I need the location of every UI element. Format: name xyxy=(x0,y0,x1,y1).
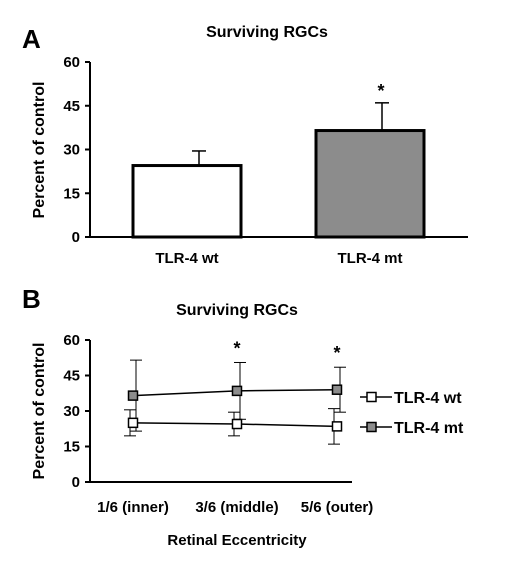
panel-b-significance-marker: * xyxy=(333,343,340,363)
panel-a-title: Surviving RGCs xyxy=(206,24,328,41)
panel-b-series-marker xyxy=(231,385,243,397)
panel-b-x-tick-label: 1/6 (inner) xyxy=(97,499,169,516)
panel-b-series-marker xyxy=(127,417,139,429)
panel-a-y-tick-label: 15 xyxy=(63,185,80,202)
panel-b-y-tick-label: 60 xyxy=(63,332,80,349)
panel-a-y-tick-label: 30 xyxy=(63,142,80,159)
panel-b-legend-label: TLR-4 mt xyxy=(394,420,464,437)
panel-a-y-tick-label: 45 xyxy=(63,98,80,115)
panel-a-category-label: TLR-4 wt xyxy=(155,250,218,267)
panel-b-significance-marker: * xyxy=(233,338,240,358)
panel-a: A Surviving RGCs Percent of control 0 15 3… xyxy=(22,24,468,267)
panel-b-x-tick-label: 5/6 (outer) xyxy=(301,499,374,516)
panel-b: B Surviving RGCs Percent of control Reti… xyxy=(22,284,464,549)
panel-b-y-tick-label: 30 xyxy=(63,403,80,420)
panel-b-legend-marker xyxy=(366,421,377,433)
panel-b-x-axis-label: Retinal Eccentricity xyxy=(167,532,307,549)
panel-b-series-marker xyxy=(231,418,243,430)
panel-b-y-axis-label: Percent of control xyxy=(31,343,48,480)
panel-b-y-tick-label: 15 xyxy=(63,439,80,456)
panel-a-y-tick-label: 60 xyxy=(63,54,80,71)
panel-b-x-tick-label: 3/6 (middle) xyxy=(195,499,278,516)
panel-b-letter: B xyxy=(22,284,41,314)
panel-a-letter: A xyxy=(22,24,41,54)
panel-a-category-label: TLR-4 mt xyxy=(338,250,403,267)
panel-a-bar xyxy=(131,164,243,239)
panel-b-series-marker xyxy=(331,384,343,395)
panel-b-legend-label: TLR-4 wt xyxy=(394,390,462,407)
panel-b-legend-marker xyxy=(366,391,377,403)
panel-b-y-tick-label: 0 xyxy=(72,474,80,491)
panel-a-y-axis-label: Percent of control xyxy=(31,82,48,219)
panel-b-plot-area: 0 15 30 45 60 1/6 (inner) 3/6 (middle) 5/6 (out… xyxy=(63,332,464,516)
panel-b-series-marker xyxy=(127,390,139,401)
panel-a-significance-marker: * xyxy=(377,81,384,101)
panel-a-y-tick-label: 0 xyxy=(72,229,80,246)
panel-b-y-tick-label: 45 xyxy=(63,368,80,385)
panel-b-title: Surviving RGCs xyxy=(176,302,298,319)
panel-b-series-marker xyxy=(331,421,343,432)
panel-a-plot-area: 0 15 30 45 60 TLR-4 wt TLR-4 mt * xyxy=(63,54,468,267)
panel-a-bar xyxy=(314,129,426,239)
